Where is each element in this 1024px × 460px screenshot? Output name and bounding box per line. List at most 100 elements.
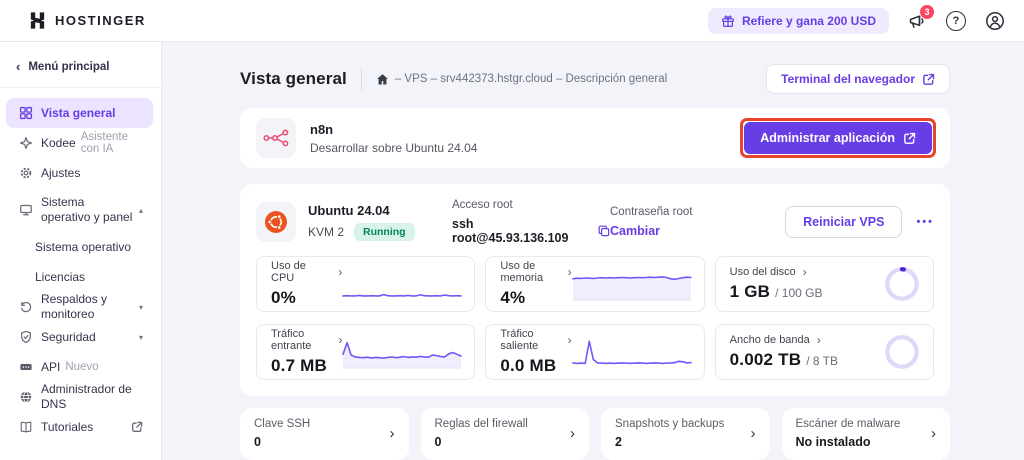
n8n-app-icon: [256, 118, 296, 158]
gear-icon: [18, 166, 33, 181]
firewall-rules-card[interactable]: Reglas del firewall 0 ›: [421, 408, 590, 460]
terminal-button-label: Terminal del navegador: [781, 72, 915, 86]
root-access-block: Acceso root ssh root@45.93.136.109: [452, 199, 610, 245]
copy-icon[interactable]: [598, 225, 610, 237]
account-icon: [985, 11, 1005, 31]
metric-bandwidth[interactable]: Ancho de banda › 0.002 TB / 8 TB: [715, 324, 934, 380]
caret-down-icon: ▾: [139, 303, 143, 312]
manage-application-button[interactable]: Administrar aplicación: [744, 122, 932, 154]
referral-button[interactable]: Refiere y gana 200 USD: [708, 8, 889, 34]
metric-value: 0.0 MB: [500, 356, 556, 376]
monitor-icon: [18, 203, 33, 218]
application-card: n8n Desarrollar sobre Ubuntu 24.04 Admin…: [240, 108, 950, 168]
metric-memory-usage[interactable]: Uso de memoria › 4%: [485, 256, 704, 312]
disk-usage-ring-chart: [883, 265, 921, 303]
sidebar-item-suffix: Asistente con IA: [81, 131, 143, 155]
ubuntu-logo-icon: [256, 202, 296, 242]
sidebar: ‹ Menú principal Vista general Kodee Asi…: [0, 42, 162, 460]
card-label: Reglas del firewall: [435, 418, 528, 430]
metric-label: Uso de memoria: [500, 260, 560, 284]
account-button[interactable]: [984, 10, 1006, 32]
application-description: Desarrollar sobre Ubuntu 24.04: [310, 141, 477, 155]
announcements-button[interactable]: 3: [906, 10, 928, 32]
sidebar-back-link[interactable]: ‹ Menú principal: [0, 42, 161, 87]
sidebar-item-suffix: Nuevo: [65, 361, 98, 373]
vps-actions: Reiniciar VPS •••: [785, 206, 934, 238]
grid-icon: [18, 106, 33, 121]
metric-cpu-usage[interactable]: Uso de CPU › 0%: [256, 256, 475, 312]
metric-label: Tráfico saliente: [500, 328, 560, 352]
chevron-right-icon: ›: [817, 334, 821, 346]
card-label: Snapshots y backups: [615, 418, 724, 430]
metric-label: Uso del disco: [730, 266, 796, 278]
brand-name: HOSTINGER: [55, 13, 146, 28]
sidebar-item-ajustes[interactable]: Ajustes: [6, 158, 153, 188]
sidebar-divider: [0, 87, 161, 88]
card-value: 0: [435, 435, 528, 449]
os-block: Ubuntu 24.04 KVM 2 Running: [256, 202, 452, 242]
metric-incoming-traffic[interactable]: Tráfico entrante › 0.7 MB: [256, 324, 475, 380]
malware-scanner-card[interactable]: Escáner de malware No instalado ›: [782, 408, 951, 460]
notification-badge: 3: [920, 5, 934, 19]
help-button[interactable]: ?: [945, 10, 967, 32]
caret-up-icon: ▴: [139, 206, 143, 215]
card-value: 0: [254, 435, 310, 449]
memory-sparkline-chart: [572, 267, 692, 301]
shield-check-icon: [18, 330, 33, 345]
gift-icon: [721, 14, 735, 28]
sidebar-item-label: Kodee: [41, 136, 76, 151]
sidebar-item-label: Licencias: [35, 270, 85, 284]
sidebar-item-api[interactable]: API Nuevo: [6, 352, 153, 382]
breadcrumb-text: – VPS – srv442373.hstgr.cloud – Descripc…: [395, 73, 667, 85]
more-options-icon[interactable]: •••: [916, 216, 934, 228]
os-name: Ubuntu 24.04: [308, 203, 415, 218]
metric-value: 0.002 TB: [730, 350, 802, 370]
restart-vps-button[interactable]: Reiniciar VPS: [785, 206, 902, 238]
sidebar-item-respaldos[interactable]: Respaldos y monitoreo ▾: [6, 292, 153, 322]
metric-label: Uso de CPU: [271, 260, 331, 284]
page-title: Vista general: [240, 69, 347, 89]
metric-outgoing-traffic[interactable]: Tráfico saliente › 0.0 MB: [485, 324, 704, 380]
incoming-traffic-sparkline-chart: [342, 335, 462, 369]
history-icon: [18, 300, 33, 315]
globe-icon: [18, 390, 33, 405]
chevron-right-icon: ›: [390, 425, 395, 442]
os-meta: Ubuntu 24.04 KVM 2 Running: [308, 203, 415, 241]
sidebar-item-licencias[interactable]: Licencias: [0, 262, 161, 292]
browser-terminal-button[interactable]: Terminal del navegador: [766, 64, 950, 94]
sidebar-item-sistema-operativo-panel[interactable]: Sistema operativo y panel ▴: [6, 188, 153, 232]
sidebar-item-tutoriales[interactable]: Tutoriales: [6, 412, 153, 442]
topbar-actions: Refiere y gana 200 USD 3 ?: [708, 8, 1006, 34]
hostinger-logo-icon: [28, 11, 47, 30]
metric-suffix: / 8 TB: [806, 354, 838, 368]
card-value: 2: [615, 435, 724, 449]
metric-value: 0%: [271, 288, 296, 308]
ssh-key-card[interactable]: Clave SSH 0 ›: [240, 408, 409, 460]
sidebar-item-kodee[interactable]: Kodee Asistente con IA: [6, 128, 153, 158]
manage-application-label: Administrar aplicación: [760, 131, 895, 145]
sidebar-item-dns[interactable]: Administrador de DNS: [6, 382, 153, 412]
chevron-right-icon: ›: [803, 266, 807, 278]
metric-disk-usage[interactable]: Uso del disco › 1 GB / 100 GB: [715, 256, 934, 312]
main-content: Vista general – VPS – srv442373.hstgr.cl…: [162, 42, 1024, 460]
root-password-block: Contraseña root Cambiar: [610, 206, 785, 238]
metric-label: Tráfico entrante: [271, 328, 331, 352]
bandwidth-ring-chart: [883, 333, 921, 371]
sidebar-item-label: Tutoriales: [41, 420, 93, 435]
ssh-command: ssh root@45.93.136.109: [452, 217, 592, 245]
sidebar-item-label: Administrador de DNS: [41, 382, 143, 412]
sidebar-item-seguridad[interactable]: Seguridad ▾: [6, 322, 153, 352]
metrics-grid: Uso de CPU › 0% Uso de memoria › 4%: [256, 256, 934, 380]
help-icon: ?: [946, 11, 966, 31]
sidebar-item-vista-general[interactable]: Vista general: [6, 98, 153, 128]
caret-down-icon: ▾: [139, 333, 143, 342]
external-link-icon: [903, 132, 916, 145]
change-password-link[interactable]: Cambiar: [610, 224, 660, 238]
external-link-icon: [922, 73, 935, 86]
annotation-highlight-box: Administrar aplicación: [740, 118, 936, 158]
sidebar-item-sistema-operativo[interactable]: Sistema operativo: [0, 232, 161, 262]
snapshots-backups-card[interactable]: Snapshots y backups 2 ›: [601, 408, 770, 460]
hostinger-logo[interactable]: HOSTINGER: [28, 11, 146, 30]
chevron-right-icon: ›: [751, 425, 756, 442]
cpu-sparkline-chart: [342, 267, 462, 301]
